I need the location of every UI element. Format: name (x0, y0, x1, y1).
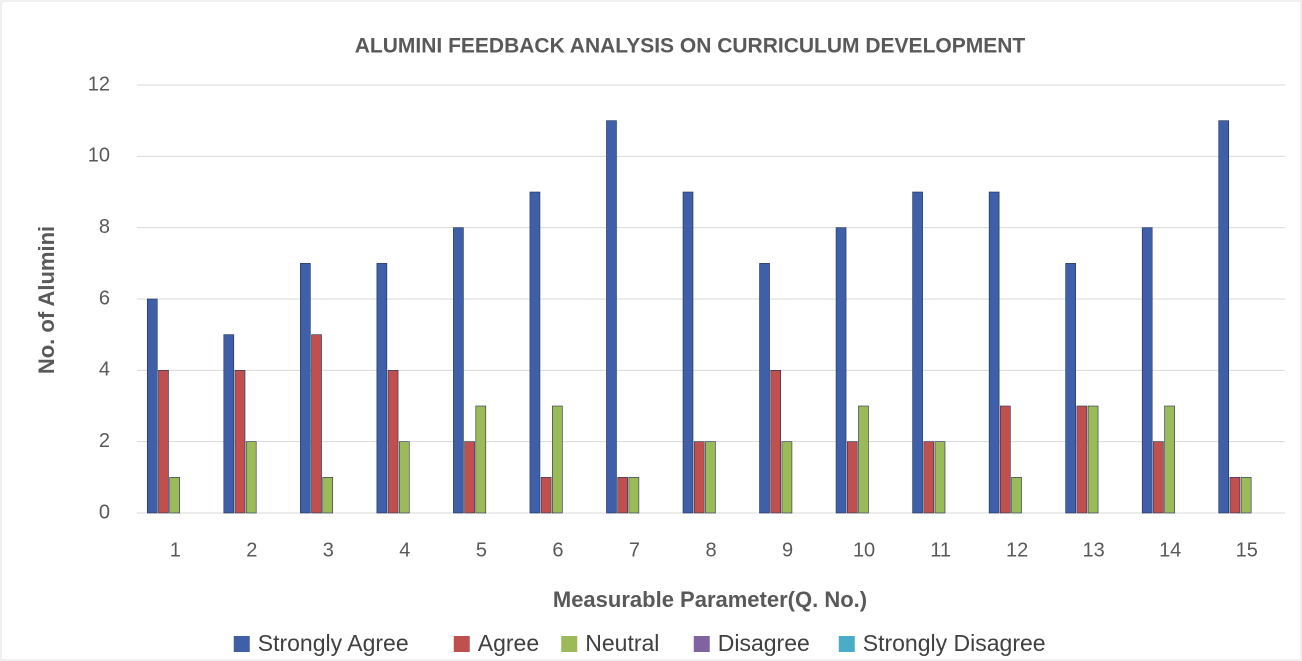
legend-label: Disagree (718, 630, 810, 656)
bar (1218, 120, 1230, 514)
y-tick-label: 8 (99, 216, 110, 238)
y-tick-label: 2 (99, 430, 110, 452)
bar (398, 441, 410, 514)
bar (540, 477, 552, 514)
bar (158, 370, 169, 514)
bar (682, 191, 694, 514)
y-tick-label: 6 (99, 287, 110, 309)
bar (1000, 405, 1011, 514)
x-tick-label: 5 (476, 539, 487, 561)
bar (846, 441, 858, 514)
bar (322, 477, 334, 514)
x-tick-label: 4 (399, 539, 410, 561)
bar (858, 405, 869, 514)
bar (770, 370, 782, 514)
y-axis-title: No. of Alumini (34, 226, 59, 374)
x-tick-label: 1 (170, 539, 181, 561)
bar (146, 298, 158, 514)
x-tick-label: 10 (853, 539, 875, 561)
legend-label: Strongly Agree (258, 630, 409, 656)
bar (923, 441, 935, 514)
bar (617, 477, 628, 514)
bar (1011, 477, 1022, 514)
bar (628, 477, 640, 514)
x-tick-label: 11 (930, 539, 951, 561)
bar (376, 263, 388, 514)
bar (1164, 405, 1175, 514)
bar (934, 441, 946, 514)
x-tick-label: 8 (705, 539, 716, 561)
bar (1076, 405, 1088, 514)
bar (552, 405, 563, 514)
legend-label: Neutral (585, 630, 659, 656)
bar (693, 441, 705, 514)
bar (234, 370, 246, 514)
x-tick-label: 2 (246, 539, 257, 561)
bar (1087, 405, 1099, 514)
legend-swatch (561, 636, 578, 652)
bar (1065, 263, 1076, 514)
legend-swatch (838, 636, 855, 652)
x-tick-label: 12 (1006, 539, 1028, 561)
bar (169, 477, 180, 514)
x-tick-label: 15 (1236, 539, 1258, 561)
bar (1240, 477, 1252, 514)
y-tick-label: 12 (88, 73, 110, 95)
x-tick-label: 6 (552, 539, 563, 561)
bar (223, 334, 235, 514)
bar (311, 334, 322, 514)
bar (475, 405, 487, 514)
bar (606, 120, 617, 514)
y-tick-label: 10 (88, 145, 110, 167)
bar (835, 227, 847, 514)
bar (988, 191, 1000, 514)
bar (245, 441, 257, 514)
bar (1153, 441, 1164, 514)
bar (912, 191, 923, 514)
bar (529, 191, 541, 514)
bar (1141, 227, 1153, 514)
bar (464, 441, 475, 514)
bar (453, 227, 464, 514)
x-tick-label: 7 (629, 539, 640, 561)
bar (781, 441, 793, 514)
x-tick-label: 9 (782, 539, 793, 561)
x-tick-label: 3 (323, 539, 334, 561)
y-tick-label: 0 (99, 501, 110, 523)
x-tick-label: 14 (1159, 539, 1181, 561)
legend-swatch (693, 636, 710, 652)
legend-swatch (453, 636, 470, 652)
y-tick-label: 4 (99, 359, 110, 381)
legend-label: Strongly Disagree (863, 630, 1046, 656)
chart-title: ALUMINI FEEDBACK ANALYSIS ON CURRICULUM … (355, 35, 1026, 58)
x-tick-label: 13 (1083, 539, 1105, 561)
bar (300, 263, 311, 514)
bar (759, 263, 770, 514)
x-axis-title: Measurable Parameter(Q. No.) (553, 587, 867, 612)
bar (387, 370, 399, 514)
legend-swatch (233, 636, 250, 652)
bar (705, 441, 716, 514)
bar (1229, 477, 1241, 514)
legend-label: Agree (478, 630, 539, 656)
